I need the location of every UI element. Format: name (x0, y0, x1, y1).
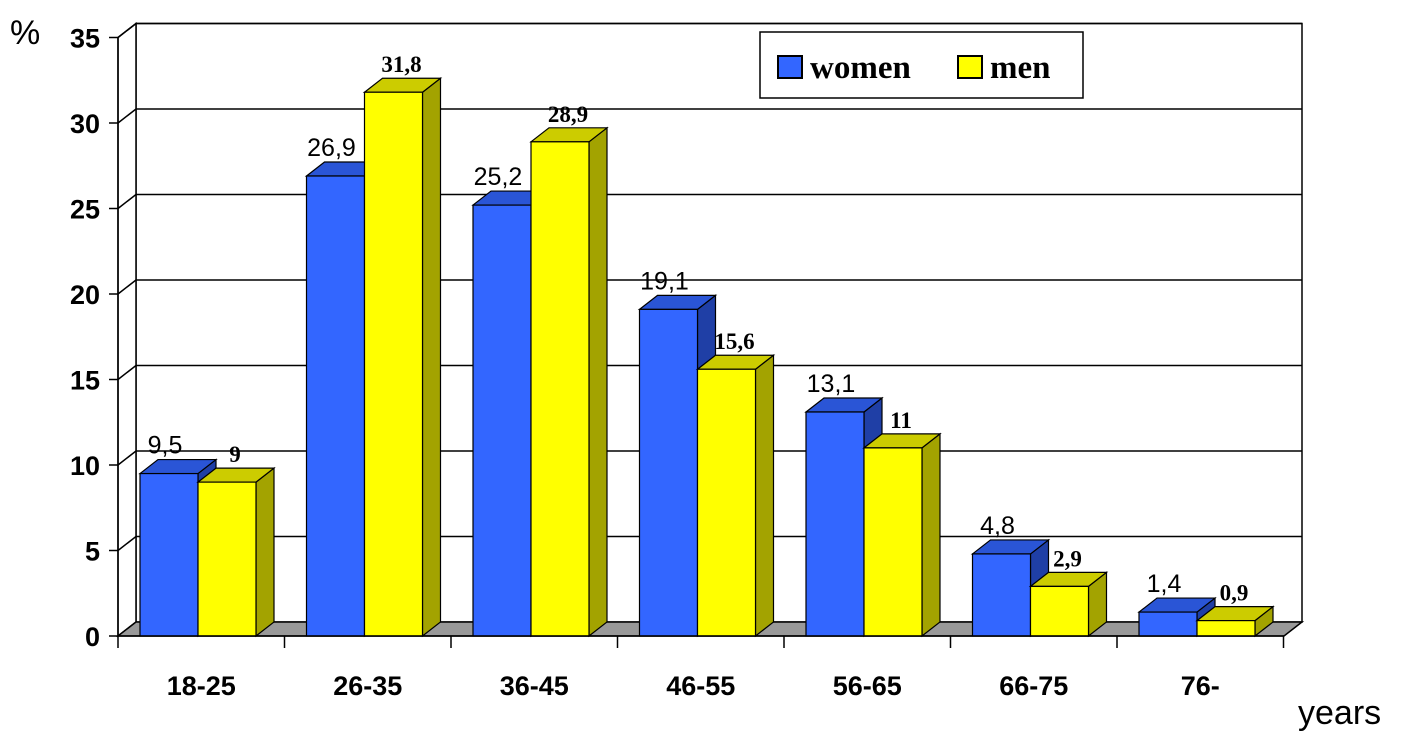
bar-side (421, 76, 442, 638)
data-label-women-36-45: 25,2 (474, 163, 523, 191)
data-label-men-56-65: 11 (890, 408, 912, 433)
bar-front (139, 472, 199, 637)
data-label-men-36-45: 28,9 (548, 102, 588, 127)
gridline (117, 108, 1302, 124)
data-labels: 9,5 9 26,9 31,8 25,2 28,9 19,1 15,6 13,1 11 4,8 2,9… (148, 52, 1249, 605)
gridline (117, 193, 1302, 210)
bar-side (754, 354, 775, 638)
y-tick-label-15: 15 (70, 366, 100, 396)
bar-men-66-75 (1028, 571, 1109, 638)
legend-label-women: women (810, 50, 911, 86)
x-tick-label-36-45: 36-45 (500, 671, 569, 701)
legend-box (759, 31, 1084, 99)
x-tick-label-46-55: 46-55 (666, 671, 735, 701)
data-label-women-66-75: 4,8 (980, 512, 1015, 540)
y-tick-label-35: 35 (70, 24, 100, 54)
bar-side (921, 432, 941, 638)
data-label-women-18-25: 9,5 (148, 432, 183, 460)
y-tick-label-25: 25 (70, 195, 100, 225)
y-tick-label-30: 30 (70, 109, 100, 139)
bar-front (363, 91, 424, 637)
data-label-women-56-65: 13,1 (807, 370, 856, 398)
data-label-men-66-75: 2,9 (1053, 546, 1082, 571)
legend: women men (759, 31, 1084, 99)
x-tick-label-56-65: 56-65 (833, 671, 902, 701)
legend-swatch-women (777, 55, 803, 79)
bar-front (638, 308, 699, 637)
gridline (117, 22, 1302, 39)
bar-men-56-65 (862, 432, 942, 638)
bar-front (1138, 611, 1198, 637)
y-axis-unit: % (10, 14, 40, 52)
data-label-women-76-: 1,4 (1147, 570, 1182, 598)
bar-side (255, 466, 275, 638)
bar-front (971, 553, 1032, 637)
bar-side (588, 126, 608, 638)
bar-men-26-35 (362, 76, 443, 638)
bar-men-76- (1195, 605, 1275, 638)
bars (138, 76, 1275, 638)
data-label-women-46-55: 19,1 (640, 267, 689, 295)
x-axis-unit: years (1298, 694, 1381, 732)
y-tick-label-10: 10 (70, 451, 100, 481)
y-tick-label-0: 0 (85, 622, 100, 652)
y-tick-label-20: 20 (70, 280, 100, 310)
bar-front (530, 141, 590, 637)
x-axis: 18-25 26-35 36-45 46-55 56-65 66-75 76- (117, 635, 1285, 701)
bar-men-46-55 (695, 354, 776, 638)
gridline (117, 364, 1302, 381)
bar-front (197, 481, 257, 637)
gridlines (117, 22, 1302, 552)
x-tick-label-18-25: 18-25 (167, 671, 236, 701)
bar-men-36-45 (529, 126, 609, 638)
data-label-men-26-35: 31,8 (381, 52, 421, 77)
data-label-men-46-55: 15,6 (714, 329, 754, 354)
x-tick-label-66-75: 66-75 (999, 671, 1068, 701)
legend-label-men: men (990, 50, 1051, 86)
bar-front (472, 204, 532, 637)
bar-front (1196, 620, 1256, 637)
bar-men-18-25 (196, 466, 276, 638)
y-axis: 0 5 10 15 20 25 30 35 (70, 24, 119, 652)
y-tick-label-5: 5 (85, 537, 100, 567)
data-label-men-18-25: 9 (229, 442, 241, 467)
gridline (117, 279, 1302, 295)
bar-front (805, 411, 865, 637)
bar-front (1029, 585, 1090, 637)
bar-front (863, 447, 923, 637)
data-label-women-26-35: 26,9 (307, 134, 356, 162)
data-label-men-76-: 0,9 (1220, 581, 1249, 606)
bar-front (696, 368, 757, 637)
x-tick-label-26-35: 26-35 (333, 671, 402, 701)
x-tick-label-76-: 76- (1181, 671, 1220, 701)
legend-swatch-men (957, 55, 983, 79)
bar-front (305, 175, 366, 637)
